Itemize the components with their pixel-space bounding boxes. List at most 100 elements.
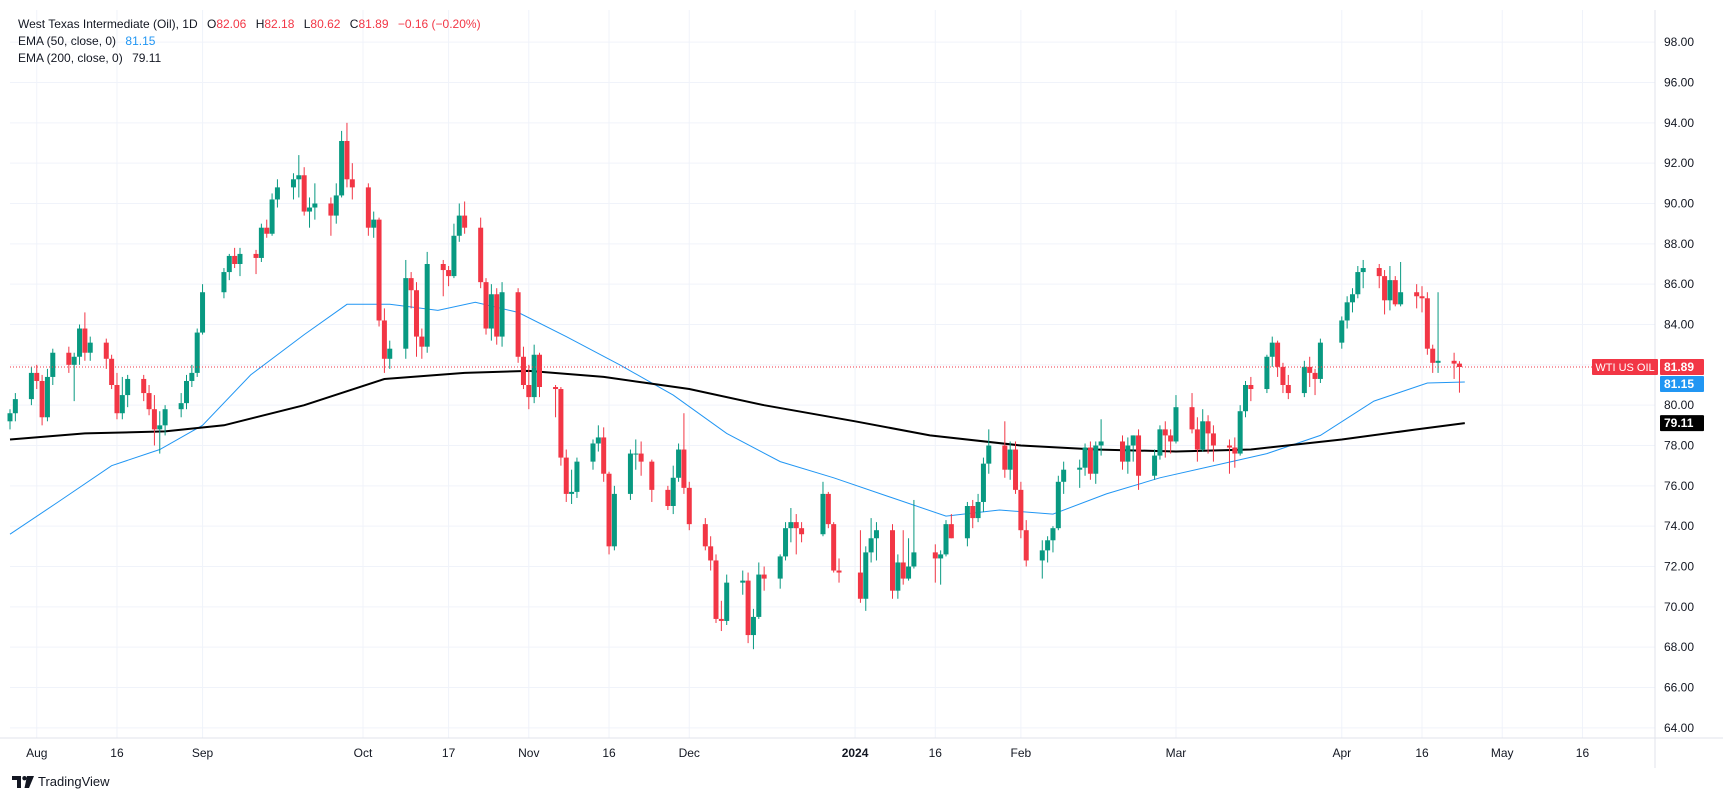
candle [649, 459, 655, 502]
candle [494, 288, 500, 345]
candle [157, 411, 163, 454]
price-tick-label: 90.00 [1664, 197, 1694, 211]
candle [349, 163, 355, 200]
candle [28, 366, 34, 406]
candle [537, 352, 543, 398]
price-tick-label: 66.00 [1664, 681, 1694, 695]
candle-body [906, 566, 912, 579]
time-tick-label: 16 [1576, 746, 1590, 760]
candle [290, 173, 296, 200]
candle-body [1435, 360, 1441, 363]
candle [558, 387, 564, 466]
candle-body [1248, 385, 1254, 390]
candle [125, 374, 131, 408]
candle [312, 183, 318, 220]
candle [1269, 336, 1275, 367]
candle [783, 522, 789, 561]
candle [114, 372, 120, 420]
candle-body [451, 235, 457, 277]
candle-body [857, 572, 863, 599]
candle-body [938, 554, 944, 559]
price-tick-label: 74.00 [1664, 519, 1694, 533]
candle-body [1264, 356, 1270, 390]
candle-body [868, 538, 874, 553]
price-tick-label: 84.00 [1664, 318, 1694, 332]
candle-body [873, 530, 879, 539]
candle [1087, 441, 1093, 480]
legend-symbol[interactable]: West Texas Intermediate (Oil), 1D [18, 17, 198, 31]
price-axis[interactable]: 64.00 66.00 68.00 70.00 72.00 74.00 76.00 78.00… [1664, 35, 1694, 735]
time-tick-label: Aug [26, 746, 47, 760]
candle [665, 485, 671, 511]
ema50-price-tag-text: 81.15 [1664, 377, 1694, 391]
legend-ema50-value: 81.15 [125, 34, 156, 48]
candle [906, 538, 912, 581]
candle-body [87, 342, 93, 353]
candle [77, 324, 83, 365]
candle [12, 393, 18, 422]
candle [87, 336, 93, 361]
candle [932, 544, 938, 583]
candle [365, 183, 371, 236]
candle [1424, 292, 1430, 355]
candle-body [274, 187, 280, 200]
candle-body [1285, 385, 1291, 394]
candle-body [328, 203, 334, 216]
candle [1419, 286, 1425, 313]
candle [1194, 417, 1200, 462]
price-tick-label: 68.00 [1664, 640, 1694, 654]
candle [296, 155, 302, 198]
candle [1002, 421, 1008, 478]
candle-body [595, 437, 601, 444]
candle-body [708, 546, 714, 561]
candle-body [221, 272, 227, 293]
candle [1013, 441, 1019, 494]
candle-body [943, 524, 949, 555]
candle [1237, 405, 1243, 456]
symbol-price-tag-text: WTI US OIL [1595, 362, 1654, 374]
candle [825, 491, 831, 529]
candle [681, 413, 687, 494]
candle-body [1136, 435, 1142, 476]
candle-body [141, 378, 147, 394]
candle-body [34, 372, 40, 381]
horizontal-grid [10, 41, 1655, 729]
candle [151, 395, 157, 446]
candle [895, 554, 901, 599]
candle-body [1392, 280, 1398, 305]
candle-body [1317, 342, 1323, 379]
candle [1226, 439, 1232, 474]
candle-body [1013, 449, 1019, 490]
tradingview-brand[interactable]: TradingView [12, 774, 110, 789]
candle [1098, 419, 1104, 456]
candle [1168, 429, 1174, 454]
candle-body [162, 409, 168, 426]
price-tick-label: 92.00 [1664, 156, 1694, 170]
candle-body [424, 264, 430, 347]
candle-body [970, 506, 976, 519]
time-axis[interactable]: Aug 16 Sep Oct 17 Nov 16 Dec 2024 16 Feb Mar Apr 16 Ma… [26, 746, 1589, 760]
time-tick-label: Sep [192, 746, 214, 760]
candle-body [1018, 489, 1024, 531]
candle [456, 203, 462, 242]
candle-body [1312, 372, 1318, 379]
legend-ema200-label: EMA (200, close, 0) [18, 51, 123, 65]
candle-body [681, 449, 687, 488]
candle-body [1087, 447, 1093, 474]
price-tick-label: 70.00 [1664, 600, 1694, 614]
candle-body [290, 179, 296, 188]
candle-body [200, 292, 206, 333]
candle-body [381, 320, 387, 359]
candle-body [793, 522, 799, 529]
candle [1301, 360, 1307, 398]
candle-body [1098, 441, 1104, 446]
legend-ema200-row[interactable]: EMA (200, close, 0) 79.11 [18, 50, 481, 67]
candle [1125, 437, 1131, 474]
candle [938, 550, 944, 585]
legend-ema50-row[interactable]: EMA (50, close, 0) 81.15 [18, 33, 481, 50]
candle-body [1055, 481, 1061, 529]
candle [980, 457, 986, 513]
candle-body [1061, 469, 1067, 482]
candle-body [253, 253, 259, 258]
